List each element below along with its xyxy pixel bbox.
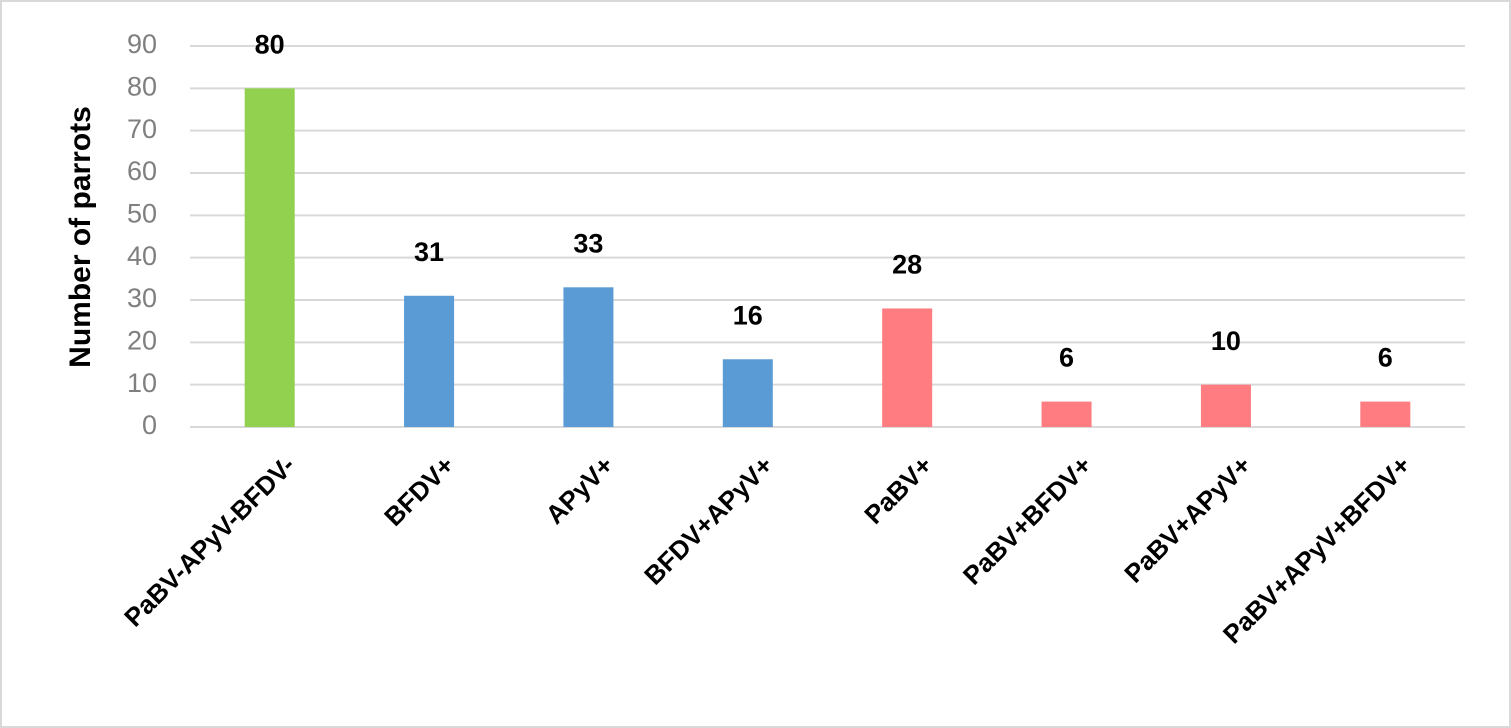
y-tick-label: 30 <box>127 283 157 313</box>
data-label: 6 <box>1059 343 1074 373</box>
y-tick-label: 10 <box>127 368 157 398</box>
y-tick-label: 40 <box>127 241 157 271</box>
bar <box>563 287 614 427</box>
y-tick-label: 50 <box>127 198 157 228</box>
bar <box>882 308 933 427</box>
y-tick-label: 80 <box>127 71 157 101</box>
data-label: 16 <box>733 300 763 330</box>
bar <box>722 359 773 427</box>
data-label: 6 <box>1378 343 1393 373</box>
bar <box>244 88 295 427</box>
y-tick-label: 90 <box>127 29 157 59</box>
bar <box>1041 401 1092 427</box>
data-label: 28 <box>892 250 922 280</box>
data-label: 33 <box>573 228 603 258</box>
bar <box>1360 401 1411 427</box>
bar <box>1200 384 1251 427</box>
data-label: 31 <box>414 237 444 267</box>
y-tick-label: 0 <box>142 410 157 440</box>
bar <box>404 295 455 427</box>
y-tick-label: 60 <box>127 156 157 186</box>
y-tick-label: 20 <box>127 325 157 355</box>
y-tick-label: 70 <box>127 114 157 144</box>
data-label: 10 <box>1211 326 1241 356</box>
y-axis-label: Number of parrots <box>64 106 97 368</box>
data-label: 80 <box>255 29 285 59</box>
